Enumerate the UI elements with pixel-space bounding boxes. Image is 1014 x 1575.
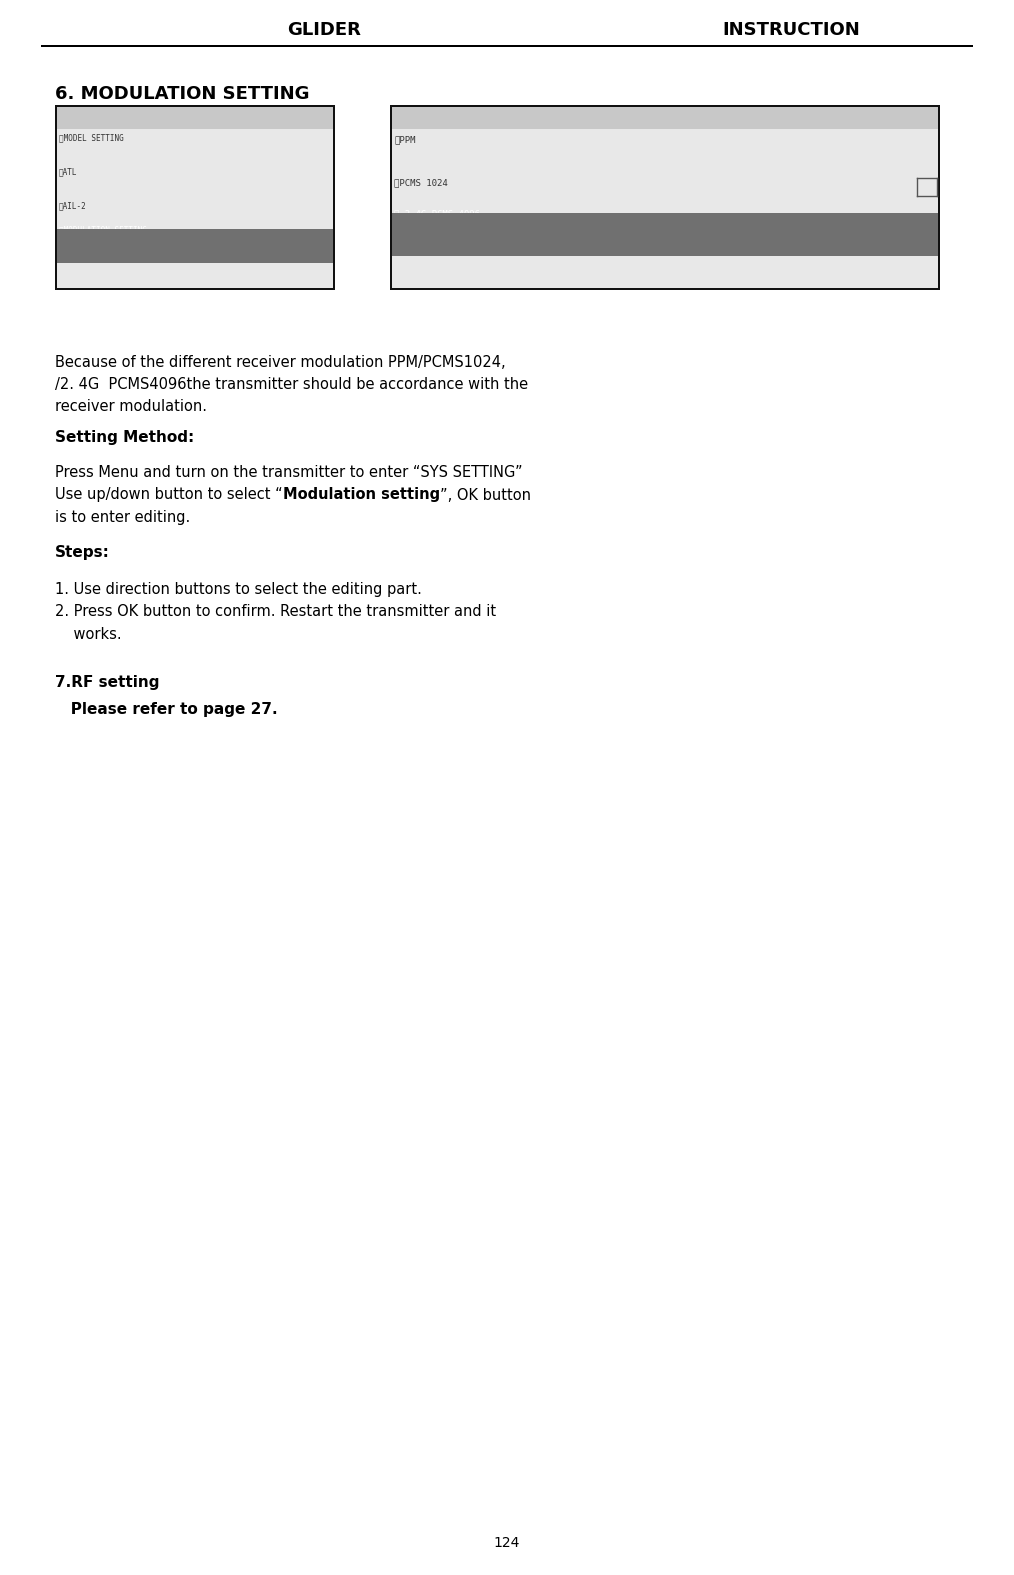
Text: 1. Use direction buttons to select the editing part.: 1. Use direction buttons to select the e… xyxy=(55,583,422,597)
Text: GLIDER: GLIDER xyxy=(288,20,361,39)
Text: Please refer to page 27.: Please refer to page 27. xyxy=(55,702,278,717)
Text: Steps:: Steps: xyxy=(55,545,110,561)
Text: ⑦MODULATION SETTING: ⑦MODULATION SETTING xyxy=(59,225,146,235)
Text: ”, OK button: ”, OK button xyxy=(440,488,530,502)
Text: ✓: ✓ xyxy=(923,183,931,192)
Text: MODULATION SETTING: MODULATION SETTING xyxy=(617,113,714,123)
Text: 124: 124 xyxy=(494,1536,520,1550)
Text: SYS SETTING: SYS SETTING xyxy=(167,113,222,123)
Text: Use up/down button to select “: Use up/down button to select “ xyxy=(55,488,283,502)
Text: /2. 4G  PCMS4096the transmitter should be accordance with the: /2. 4G PCMS4096the transmitter should be… xyxy=(55,376,528,392)
Text: ①PPM: ①PPM xyxy=(394,135,416,145)
Text: ④MODEL SETTING: ④MODEL SETTING xyxy=(59,134,124,142)
Text: Because of the different receiver modulation PPM/PCMS1024,: Because of the different receiver modula… xyxy=(55,354,506,370)
Text: ③ 2.4G PCMS 4096: ③ 2.4G PCMS 4096 xyxy=(394,209,481,217)
Text: ⑤ATL: ⑤ATL xyxy=(59,167,77,176)
Text: ②PCMS 1024: ②PCMS 1024 xyxy=(394,178,448,187)
Text: ⑥AIL-2: ⑥AIL-2 xyxy=(59,202,86,211)
Text: Press Menu and turn on the transmitter to enter “SYS SETTING”: Press Menu and turn on the transmitter t… xyxy=(55,465,522,480)
Text: Setting Method:: Setting Method: xyxy=(55,430,195,446)
Text: 2. Press OK button to confirm. Restart the transmitter and it: 2. Press OK button to confirm. Restart t… xyxy=(55,605,496,619)
Text: INSTRUCTION: INSTRUCTION xyxy=(722,20,860,39)
Text: works.: works. xyxy=(55,627,122,643)
Text: is to enter editing.: is to enter editing. xyxy=(55,510,191,524)
Text: 6. MODULATION SETTING: 6. MODULATION SETTING xyxy=(55,85,309,102)
Text: receiver modulation.: receiver modulation. xyxy=(55,398,207,414)
Text: 7.RF setting: 7.RF setting xyxy=(55,676,159,690)
Text: Modulation setting: Modulation setting xyxy=(283,488,440,502)
